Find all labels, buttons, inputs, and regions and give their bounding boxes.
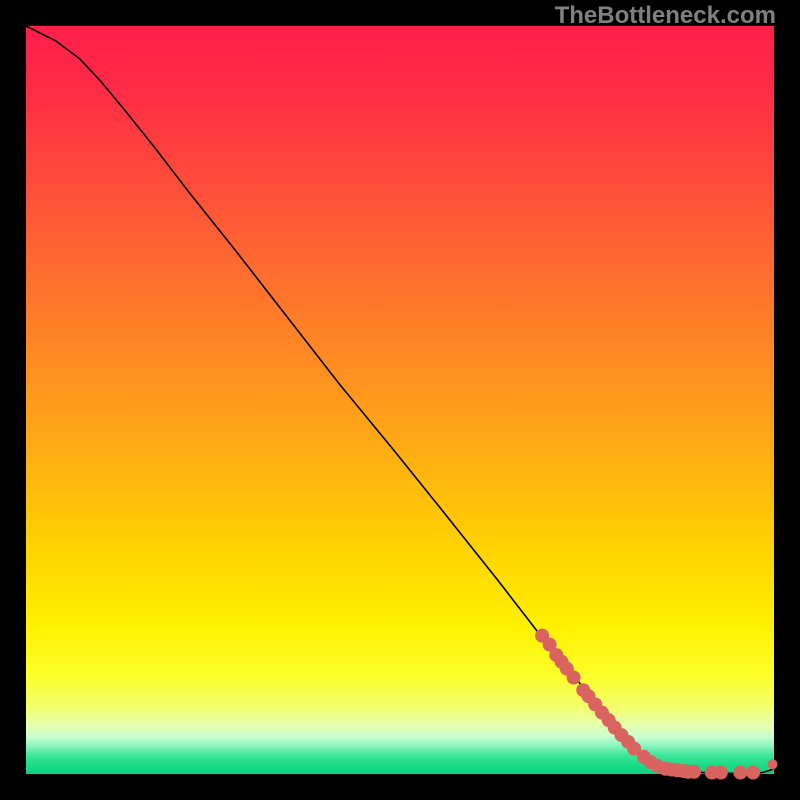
plot-background [26,26,774,774]
watermark-text: TheBottleneck.com [555,2,776,30]
data-marker [746,766,760,780]
data-marker [714,766,728,780]
data-marker [567,671,581,685]
bottleneck-chart [0,0,800,800]
data-marker-end [768,759,778,769]
data-marker [733,766,747,780]
data-marker [687,765,701,779]
